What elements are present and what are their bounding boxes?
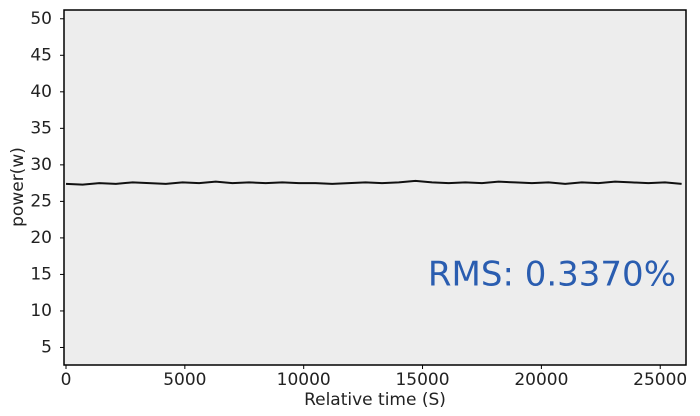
y-tick-label: 35 bbox=[30, 118, 52, 138]
y-tick-label: 10 bbox=[30, 301, 52, 321]
y-tick-label: 30 bbox=[30, 155, 52, 175]
y-tick-label: 15 bbox=[30, 264, 52, 284]
y-tick-label: 45 bbox=[30, 45, 52, 65]
y-tick-label: 40 bbox=[30, 82, 52, 102]
x-tick-label: 0 bbox=[61, 370, 72, 390]
y-tick-label: 25 bbox=[30, 191, 52, 211]
x-tick-label: 5000 bbox=[163, 370, 206, 390]
annotation: RMS: 0.3370% bbox=[428, 255, 676, 295]
y-tick-label: 50 bbox=[30, 9, 52, 29]
x-axis-label: Relative time (S) bbox=[304, 390, 446, 410]
y-axis-label: power(w) bbox=[8, 147, 28, 227]
x-tick-label: 25000 bbox=[633, 370, 687, 390]
x-tick-label: 10000 bbox=[277, 370, 331, 390]
x-tick-label: 15000 bbox=[395, 370, 449, 390]
y-tick-label: 5 bbox=[41, 337, 52, 357]
y-tick-label: 20 bbox=[30, 228, 52, 248]
x-tick-label: 20000 bbox=[514, 370, 568, 390]
data-line bbox=[65, 179, 682, 186]
plot-area bbox=[63, 9, 687, 366]
